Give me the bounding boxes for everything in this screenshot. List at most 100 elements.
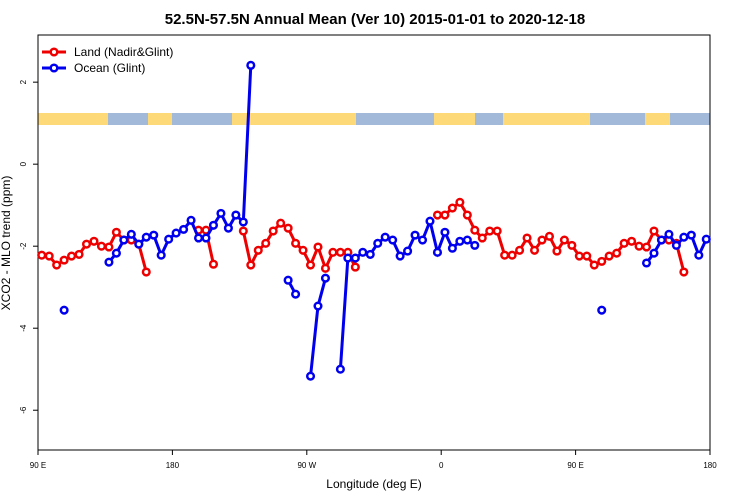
point (52, 260, 62, 270)
point (283, 275, 293, 285)
legend-marker (49, 47, 59, 57)
point (37, 250, 47, 260)
point (149, 230, 159, 240)
point (380, 232, 390, 242)
point (171, 228, 181, 238)
point (701, 234, 711, 244)
point (335, 364, 345, 374)
point (119, 235, 129, 245)
point (649, 226, 659, 236)
point (447, 203, 457, 213)
ocean-strip (590, 113, 645, 125)
point (134, 239, 144, 249)
point (164, 234, 174, 244)
point (664, 229, 674, 239)
point (141, 267, 151, 277)
point (432, 247, 443, 257)
point (358, 247, 368, 257)
point (365, 249, 375, 259)
point (537, 235, 547, 245)
point (395, 251, 405, 261)
legend-label: Ocean (Glint) (74, 61, 145, 75)
point (313, 301, 323, 311)
point (440, 227, 450, 237)
point (507, 250, 517, 260)
ocean-strip (356, 113, 434, 125)
point (350, 262, 360, 272)
point (432, 210, 443, 220)
point (298, 245, 308, 255)
point (671, 240, 681, 250)
point (313, 242, 323, 252)
point (410, 230, 420, 240)
point (567, 240, 577, 250)
point (268, 226, 278, 236)
point (74, 249, 84, 259)
point (559, 235, 569, 245)
point (223, 223, 233, 233)
point (403, 246, 413, 256)
ocean-strip (475, 113, 503, 125)
point (186, 215, 196, 225)
point (641, 242, 652, 252)
point (156, 250, 166, 260)
point (634, 241, 644, 251)
ocean-strip (670, 113, 710, 125)
point (261, 238, 271, 248)
series-line (107, 65, 708, 377)
point (193, 233, 204, 243)
map-strip (38, 113, 710, 125)
point (231, 210, 241, 220)
point (111, 227, 121, 237)
point (627, 236, 637, 246)
point (305, 260, 316, 270)
plot-frame (37, 34, 711, 451)
y-axis-label: XCO2 - MLO trend (ppm) (0, 176, 13, 311)
x-tick-label: 90 E (567, 461, 583, 470)
point (208, 259, 219, 269)
point (208, 220, 219, 230)
point (350, 253, 360, 263)
y-tick-label: -6 (19, 406, 28, 414)
point (686, 230, 696, 240)
point (126, 229, 136, 239)
point (470, 225, 480, 235)
point (462, 210, 472, 220)
point (612, 248, 622, 258)
point (582, 251, 592, 261)
point (201, 233, 211, 243)
legend-marker (49, 63, 59, 73)
point (216, 208, 226, 218)
x-tick-label: 90 E (30, 461, 46, 470)
point (320, 273, 331, 283)
x-axis-label: Longitude (deg E) (326, 477, 421, 491)
point (574, 251, 584, 261)
point (529, 245, 540, 255)
point (96, 241, 107, 251)
legend-label: Land (Nadir&Glint) (74, 45, 173, 59)
point (335, 247, 345, 257)
point (238, 226, 248, 236)
point (500, 250, 510, 260)
point (283, 223, 293, 233)
point (679, 267, 689, 277)
y-tick-label: -4 (19, 324, 28, 332)
point (485, 226, 495, 236)
x-tick-label: 90 W (297, 461, 316, 470)
point (111, 248, 121, 258)
point (104, 257, 114, 267)
point (641, 258, 652, 268)
point (291, 238, 301, 248)
point (694, 250, 704, 260)
ocean-strip (172, 113, 232, 125)
point (81, 239, 92, 249)
point (305, 371, 316, 381)
point (470, 240, 480, 250)
y-tick-label: -2 (19, 242, 28, 250)
point (179, 224, 189, 234)
x-tick-label: 180 (703, 461, 717, 470)
x-tick-label: 0 (439, 461, 444, 470)
point (597, 305, 607, 315)
point (67, 251, 77, 261)
